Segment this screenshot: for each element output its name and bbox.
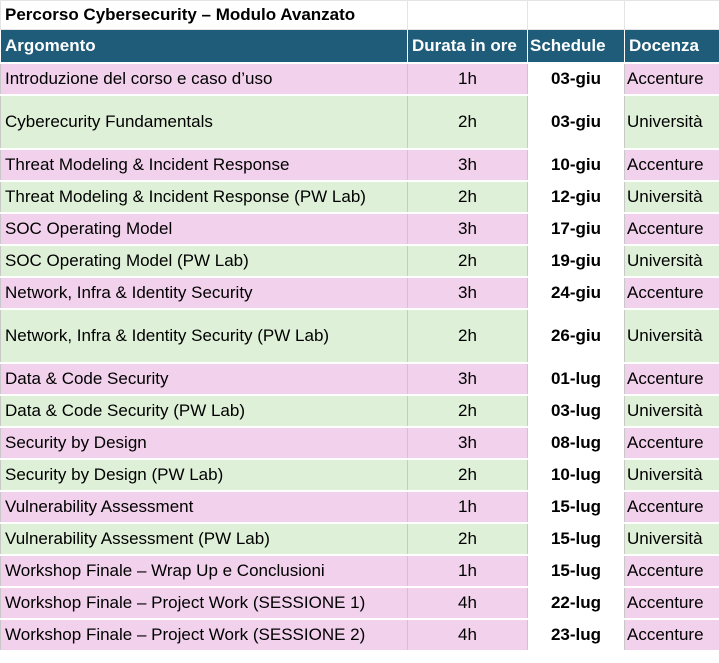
cell-schedule[interactable]: 03-lug xyxy=(527,394,625,428)
cell-argomento[interactable]: Network, Infra & Identity Security xyxy=(0,276,408,310)
table-row: Introduzione del corso e caso d’uso 1h 03-… xyxy=(0,62,719,96)
header-row: Argomento Durata in ore Schedule Docenza xyxy=(0,29,719,64)
cell-durata[interactable]: 3h xyxy=(407,212,528,246)
empty-cell[interactable] xyxy=(527,0,625,30)
cell-argomento[interactable]: Threat Modeling & Incident Response (PW … xyxy=(0,180,408,214)
table-row: Data & Code Security 3h 01-lug Accenture xyxy=(0,362,719,396)
cell-docenza[interactable]: Accenture xyxy=(624,276,719,310)
cell-argomento[interactable]: Workshop Finale – Project Work (SESSIONE… xyxy=(0,618,408,652)
cell-schedule[interactable]: 12-giu xyxy=(527,180,625,214)
cell-argomento[interactable]: Vulnerability Assessment (PW Lab) xyxy=(0,522,408,556)
cell-schedule[interactable]: 22-lug xyxy=(527,586,625,620)
column-header-durata[interactable]: Durata in ore xyxy=(407,29,528,64)
cell-schedule[interactable]: 10-lug xyxy=(527,458,625,492)
cell-durata[interactable]: 2h xyxy=(407,308,528,364)
cell-argomento[interactable]: Security by Design (PW Lab) xyxy=(0,458,408,492)
cell-argomento[interactable]: Network, Infra & Identity Security (PW L… xyxy=(0,308,408,364)
cell-docenza[interactable]: Accenture xyxy=(624,362,719,396)
cell-docenza[interactable]: Accenture xyxy=(624,618,719,652)
cell-docenza[interactable]: Accenture xyxy=(624,148,719,182)
cell-schedule[interactable]: 03-giu xyxy=(527,62,625,96)
table-row: Workshop Finale – Project Work (SESSIONE… xyxy=(0,618,719,652)
cell-durata[interactable]: 1h xyxy=(407,62,528,96)
table-row: Data & Code Security (PW Lab) 2h 03-lug Uni… xyxy=(0,394,719,428)
cell-docenza[interactable]: Accenture xyxy=(624,554,719,588)
cell-durata[interactable]: 2h xyxy=(407,94,528,150)
empty-cell[interactable] xyxy=(624,0,719,30)
cell-argomento[interactable]: SOC Operating Model (PW Lab) xyxy=(0,244,408,278)
cell-schedule[interactable]: 19-giu xyxy=(527,244,625,278)
cell-schedule[interactable]: 08-lug xyxy=(527,426,625,460)
column-header-argomento[interactable]: Argomento xyxy=(0,29,408,64)
table-row: Threat Modeling & Incident Response 3h 10-… xyxy=(0,148,719,182)
cell-argomento[interactable]: Workshop Finale – Wrap Up e Conclusioni xyxy=(0,554,408,588)
cell-durata[interactable]: 3h xyxy=(407,426,528,460)
cell-durata[interactable]: 1h xyxy=(407,554,528,588)
cell-argomento[interactable]: Workshop Finale – Project Work (SESSIONE… xyxy=(0,586,408,620)
column-header-docenza[interactable]: Docenza xyxy=(624,29,719,64)
cell-docenza[interactable]: Università xyxy=(624,522,719,556)
cell-docenza[interactable]: Accenture xyxy=(624,586,719,620)
cell-schedule[interactable]: 23-lug xyxy=(527,618,625,652)
cell-argomento[interactable]: Threat Modeling & Incident Response xyxy=(0,148,408,182)
cell-docenza[interactable]: Università xyxy=(624,394,719,428)
cell-docenza[interactable]: Università xyxy=(624,244,719,278)
table-row: SOC Operating Model 3h 17-giu Accenture xyxy=(0,212,719,246)
empty-cell[interactable] xyxy=(407,0,528,30)
cell-schedule[interactable]: 03-giu xyxy=(527,94,625,150)
cell-docenza[interactable]: Accenture xyxy=(624,426,719,460)
sheet-title[interactable]: Percorso Cybersecurity – Modulo Avanzato xyxy=(0,0,408,30)
cell-docenza[interactable]: Università xyxy=(624,180,719,214)
table-row: Vulnerability Assessment (PW Lab) 2h 15-lu… xyxy=(0,522,719,556)
cell-schedule[interactable]: 17-giu xyxy=(527,212,625,246)
table-row: Network, Infra & Identity Security 3h 24-g… xyxy=(0,276,719,310)
column-header-schedule[interactable]: Schedule xyxy=(527,29,625,64)
cell-durata[interactable]: 4h xyxy=(407,586,528,620)
table-row: Workshop Finale – Project Work (SESSIONE… xyxy=(0,586,719,620)
table-row: Security by Design 3h 08-lug Accenture xyxy=(0,426,719,460)
cell-docenza[interactable]: Università xyxy=(624,308,719,364)
table-row: SOC Operating Model (PW Lab) 2h 19-giu Univ… xyxy=(0,244,719,278)
table-row: Workshop Finale – Wrap Up e Conclusioni 1… xyxy=(0,554,719,588)
table-row: Security by Design (PW Lab) 2h 10-lug Unive… xyxy=(0,458,719,492)
table-body: Introduzione del corso e caso d’uso 1h 03-… xyxy=(0,62,719,652)
cell-durata[interactable]: 2h xyxy=(407,522,528,556)
cell-schedule[interactable]: 10-giu xyxy=(527,148,625,182)
cell-durata[interactable]: 2h xyxy=(407,180,528,214)
cell-docenza[interactable]: Università xyxy=(624,94,719,150)
table-row: Vulnerability Assessment 1h 15-lug Accentur… xyxy=(0,490,719,524)
cell-durata[interactable]: 3h xyxy=(407,276,528,310)
cell-schedule[interactable]: 15-lug xyxy=(527,522,625,556)
cell-argomento[interactable]: Cyberecurity Fundamentals xyxy=(0,94,408,150)
cell-durata[interactable]: 3h xyxy=(407,148,528,182)
cell-durata[interactable]: 2h xyxy=(407,244,528,278)
table-row: Cyberecurity Fundamentals 2h 03-giu Univers… xyxy=(0,94,719,150)
cell-schedule[interactable]: 15-lug xyxy=(527,490,625,524)
cell-durata[interactable]: 1h xyxy=(407,490,528,524)
title-row: Percorso Cybersecurity – Modulo Avanzato xyxy=(0,0,719,30)
cell-argomento[interactable]: SOC Operating Model xyxy=(0,212,408,246)
cell-schedule[interactable]: 24-giu xyxy=(527,276,625,310)
cell-docenza[interactable]: Accenture xyxy=(624,212,719,246)
cell-durata[interactable]: 3h xyxy=(407,362,528,396)
table-row: Network, Infra & Identity Security (PW L… xyxy=(0,308,719,364)
cell-argomento[interactable]: Data & Code Security (PW Lab) xyxy=(0,394,408,428)
cell-docenza[interactable]: Accenture xyxy=(624,490,719,524)
cell-durata[interactable]: 2h xyxy=(407,458,528,492)
cell-docenza[interactable]: Accenture xyxy=(624,62,719,96)
cell-durata[interactable]: 4h xyxy=(407,618,528,652)
cell-argomento[interactable]: Data & Code Security xyxy=(0,362,408,396)
table-row: Threat Modeling & Incident Response (PW … xyxy=(0,180,719,214)
cell-docenza[interactable]: Università xyxy=(624,458,719,492)
cell-argomento[interactable]: Introduzione del corso e caso d’uso xyxy=(0,62,408,96)
cell-durata[interactable]: 2h xyxy=(407,394,528,428)
cell-schedule[interactable]: 26-giu xyxy=(527,308,625,364)
cell-schedule[interactable]: 15-lug xyxy=(527,554,625,588)
cell-schedule[interactable]: 01-lug xyxy=(527,362,625,396)
cell-argomento[interactable]: Security by Design xyxy=(0,426,408,460)
cell-argomento[interactable]: Vulnerability Assessment xyxy=(0,490,408,524)
